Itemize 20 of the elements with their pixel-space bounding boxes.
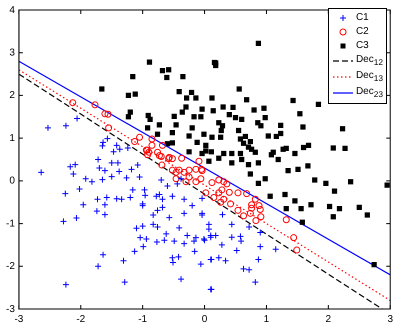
y-tick-label: 2 xyxy=(9,90,16,102)
y-tick-label: -3 xyxy=(6,304,16,315)
legend-label: Dec$_{23}$ xyxy=(356,86,383,100)
x-tick-label: -2 xyxy=(76,314,86,325)
x-tick-label: 2 xyxy=(326,314,332,325)
x-tick-label: -1 xyxy=(138,314,148,325)
y-tick-label: -2 xyxy=(6,261,16,272)
y-tick-label: 1 xyxy=(9,132,16,144)
legend-label: Dec$_{12}$ xyxy=(356,54,383,68)
x-tick-label: 3 xyxy=(387,314,394,325)
legend-label: C2 xyxy=(356,26,369,38)
legend-label: C1 xyxy=(356,12,369,24)
y-tick-label: -1 xyxy=(6,218,16,230)
y-tick-label: 3 xyxy=(9,47,16,58)
y-tick-label: 0 xyxy=(9,176,16,187)
x-tick-label: 1 xyxy=(264,314,270,325)
legend-label: C3 xyxy=(356,40,369,52)
y-tick-label: 4 xyxy=(9,4,16,16)
legend-label: Dec$_{13}$ xyxy=(356,70,383,84)
x-tick-label: 0 xyxy=(202,314,208,325)
